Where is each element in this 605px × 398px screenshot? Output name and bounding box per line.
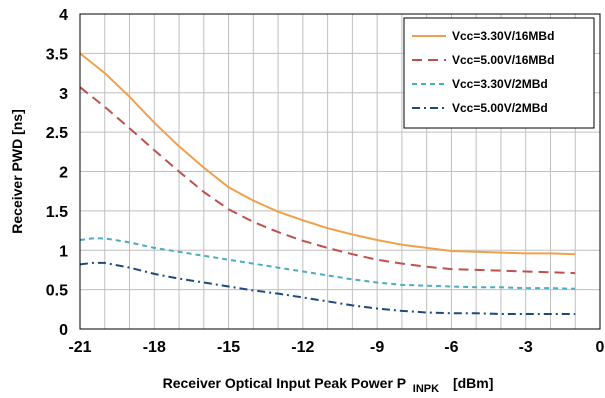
- y-tick-label: 1.5: [46, 204, 68, 221]
- y-tick-labels: 0 0.5 1 1.5 2 2.5 3 3.5 4: [46, 7, 68, 339]
- y-tick-label: 3.5: [46, 46, 68, 63]
- x-tick-label: -3: [519, 339, 533, 356]
- x-tick-label: -18: [143, 339, 166, 356]
- y-tick-label: 0.5: [46, 283, 68, 300]
- plot-frame: [79, 13, 601, 330]
- x-tick-label: -15: [217, 339, 240, 356]
- x-axis-label-subscript: INPK: [413, 383, 439, 395]
- x-axis-label-unit: [dBm]: [453, 375, 493, 391]
- legend-items: Vcc=3.30V/16MBd Vcc=5.00V/16MBd Vcc=3.30V/…: [412, 29, 554, 115]
- series-lines: [79, 52, 576, 315]
- series-line: [79, 261, 576, 315]
- x-tick-label: -21: [68, 339, 91, 356]
- y-tick-label: 2: [59, 165, 68, 182]
- x-axis-label-main: Receiver Optical Input Peak Power P: [163, 375, 406, 391]
- x-tick-label: -6: [444, 339, 458, 356]
- legend-label: Vcc=5.00V/2MBd: [452, 101, 548, 115]
- x-axis-label: Receiver Optical Input Peak Power P INPK…: [163, 375, 494, 395]
- legend-label: Vcc=3.30V/2MBd: [452, 77, 548, 91]
- x-tick-labels: -21 -18 -15 -12 -9 -6 -3 0: [68, 339, 604, 356]
- grid: [80, 14, 600, 329]
- y-tick-label: 3: [59, 86, 68, 103]
- legend-label: Vcc=5.00V/16MBd: [452, 53, 554, 67]
- series-line: [79, 237, 576, 290]
- legend-label: Vcc=3.30V/16MBd: [452, 29, 554, 43]
- y-tick-label: 2.5: [46, 125, 68, 142]
- y-axis-label: Receiver PWD [ns]: [9, 109, 25, 233]
- x-tick-label: -12: [291, 339, 314, 356]
- y-tick-label: 1: [59, 243, 68, 260]
- y-tick-label: 0: [59, 322, 68, 339]
- x-tick-label: -9: [370, 339, 384, 356]
- series-line: [79, 52, 576, 256]
- y-tick-label: 4: [59, 7, 68, 24]
- legend: Vcc=3.30V/16MBd Vcc=5.00V/16MBd Vcc=3.30V/…: [403, 17, 595, 129]
- x-tick-label: 0: [596, 339, 605, 356]
- series-line: [79, 86, 576, 275]
